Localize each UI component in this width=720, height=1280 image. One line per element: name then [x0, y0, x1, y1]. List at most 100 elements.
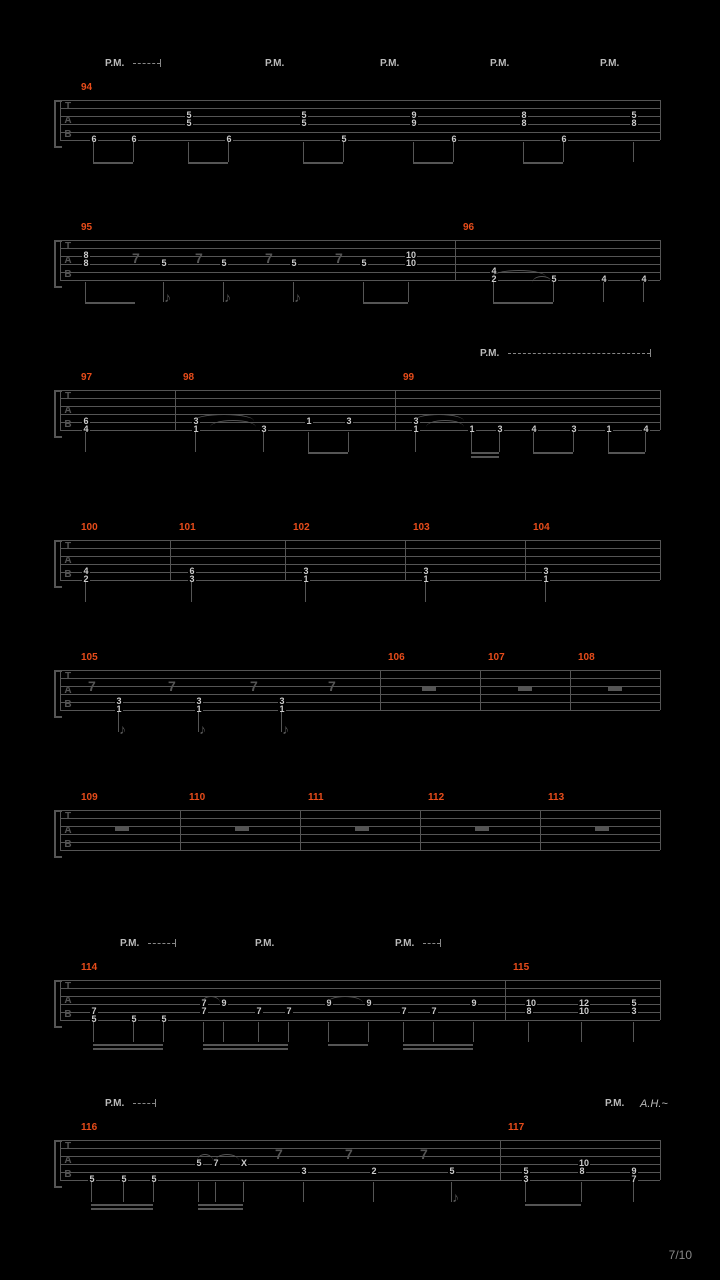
measure-number: 116	[80, 1122, 98, 1133]
measure-number: 96	[462, 222, 475, 233]
barline	[60, 100, 61, 140]
note-flag: ♪	[294, 292, 301, 302]
barline	[60, 540, 61, 580]
note-stem	[163, 1022, 164, 1042]
note-stem	[188, 142, 189, 162]
measure-number: 95	[80, 222, 93, 233]
barline	[525, 540, 526, 580]
barline	[60, 810, 61, 850]
note-stem	[603, 282, 604, 302]
note-flag: ♪	[452, 1192, 459, 1202]
measure-number: 111	[307, 792, 325, 803]
note-stem	[223, 1022, 224, 1042]
fret-number: 3	[345, 417, 353, 426]
measure-number: 112	[427, 792, 445, 803]
barline	[300, 810, 301, 850]
note-flag: ♪	[199, 724, 206, 734]
fret-number: 4	[530, 425, 538, 434]
fret-number: 1	[422, 575, 430, 584]
palm-mute-extent	[423, 943, 440, 944]
fret-number: 9	[470, 999, 478, 1008]
note-stem	[573, 432, 574, 452]
note-stem	[303, 142, 304, 162]
note-stem	[415, 432, 416, 452]
eighth-rest: 7	[168, 678, 176, 694]
fret-number: 8	[525, 1007, 533, 1016]
fret-number: 5	[90, 1015, 98, 1024]
fret-number: 6	[130, 135, 138, 144]
note-stem	[473, 1022, 474, 1042]
fret-number: 8	[82, 259, 90, 268]
rest	[355, 826, 369, 831]
fret-number: 7	[200, 1007, 208, 1016]
note-stem	[305, 582, 306, 602]
fret-number: 5	[300, 119, 308, 128]
beam	[198, 1204, 243, 1206]
tab-clef: TAB	[62, 1140, 74, 1184]
note-stem	[453, 142, 454, 162]
barline	[660, 540, 661, 580]
tie-arc	[215, 1154, 239, 1161]
tab-clef: TAB	[62, 240, 74, 284]
rest	[235, 826, 249, 831]
artificial-harmonic-marking: A.H.~	[640, 1098, 668, 1110]
fret-number: 3	[570, 425, 578, 434]
barline	[455, 240, 456, 280]
palm-mute-marking: P.M.	[255, 938, 274, 949]
note-stem	[363, 282, 364, 302]
note-stem	[93, 1022, 94, 1042]
note-stem	[368, 1022, 369, 1042]
note-stem	[195, 432, 196, 452]
note-stem	[633, 1182, 634, 1202]
eighth-rest: 7	[335, 250, 343, 266]
note-stem	[633, 142, 634, 162]
note-stem	[553, 282, 554, 302]
barline	[60, 1140, 61, 1180]
note-stem	[215, 1182, 216, 1202]
fret-number: 3	[188, 575, 196, 584]
note-stem	[645, 432, 646, 452]
fret-number: 6	[225, 135, 233, 144]
rest	[475, 826, 489, 831]
tab-staff	[60, 100, 660, 148]
fret-number: 3	[630, 1007, 638, 1016]
note-stem	[203, 1022, 204, 1042]
fret-number: 4	[640, 275, 648, 284]
eighth-rest: 7	[132, 250, 140, 266]
eighth-rest: 7	[265, 250, 273, 266]
tab-staff	[60, 810, 660, 858]
palm-mute-end	[175, 939, 176, 947]
note-stem	[328, 1022, 329, 1042]
beam	[91, 1208, 153, 1210]
palm-mute-end	[440, 939, 441, 947]
barline	[540, 810, 541, 850]
measure-number: 97	[80, 372, 93, 383]
measure-number: 115	[512, 962, 530, 973]
note-stem	[191, 582, 192, 602]
note-stem	[581, 1022, 582, 1042]
tab-clef: TAB	[62, 810, 74, 854]
note-stem	[499, 432, 500, 452]
measure-number: 113	[547, 792, 565, 803]
fret-number: 5	[160, 1015, 168, 1024]
measure-number: 105	[80, 652, 99, 663]
barline	[395, 390, 396, 430]
tie-arc	[426, 420, 464, 427]
barline	[60, 670, 61, 710]
note-stem	[608, 432, 609, 452]
barline	[660, 1140, 661, 1180]
fret-number: 3	[522, 1175, 530, 1184]
beam	[413, 162, 453, 164]
fret-number: 5	[360, 259, 368, 268]
measure-number: 102	[292, 522, 311, 533]
note-stem	[348, 432, 349, 452]
fret-number: 1	[468, 425, 476, 434]
note-stem	[343, 142, 344, 162]
note-stem	[528, 1022, 529, 1042]
beam	[403, 1044, 473, 1046]
measure-number: 117	[507, 1122, 525, 1133]
beam	[363, 302, 408, 304]
barline	[60, 980, 61, 1020]
note-stem	[373, 1182, 374, 1202]
note-stem	[308, 432, 309, 452]
